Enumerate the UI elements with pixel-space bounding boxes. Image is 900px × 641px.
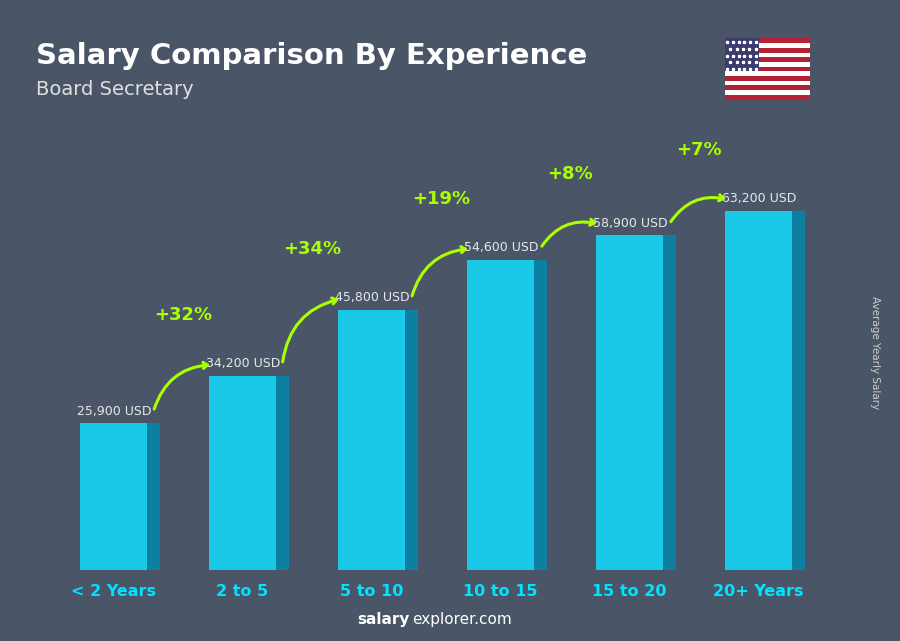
Text: +7%: +7% bbox=[676, 140, 722, 158]
Polygon shape bbox=[147, 423, 160, 570]
Text: salary: salary bbox=[357, 612, 410, 627]
Polygon shape bbox=[276, 376, 289, 570]
Text: Board Secretary: Board Secretary bbox=[36, 80, 194, 99]
Text: Average Yearly Salary: Average Yearly Salary bbox=[869, 296, 880, 409]
Text: explorer.com: explorer.com bbox=[412, 612, 512, 627]
Text: +34%: +34% bbox=[283, 240, 341, 258]
Text: 34,200 USD: 34,200 USD bbox=[206, 358, 281, 370]
Bar bbox=[724, 38, 759, 71]
Text: 58,900 USD: 58,900 USD bbox=[593, 217, 668, 230]
Bar bbox=[724, 48, 810, 53]
Bar bbox=[209, 376, 276, 570]
Bar bbox=[724, 76, 810, 81]
Bar bbox=[724, 53, 810, 57]
Text: 45,800 USD: 45,800 USD bbox=[335, 292, 410, 304]
Text: Salary Comparison By Experience: Salary Comparison By Experience bbox=[36, 42, 587, 70]
Text: 25,900 USD: 25,900 USD bbox=[77, 404, 152, 418]
Bar bbox=[596, 235, 662, 570]
Text: +32%: +32% bbox=[154, 306, 212, 324]
Bar bbox=[724, 38, 810, 43]
Bar bbox=[724, 81, 810, 85]
Bar bbox=[724, 57, 810, 62]
Bar bbox=[724, 71, 810, 76]
Bar bbox=[724, 90, 810, 95]
Bar bbox=[724, 85, 810, 90]
Bar bbox=[724, 211, 792, 570]
Bar bbox=[80, 423, 147, 570]
Bar bbox=[724, 43, 810, 48]
Polygon shape bbox=[405, 310, 418, 570]
Text: +19%: +19% bbox=[412, 190, 470, 208]
Bar bbox=[724, 95, 810, 99]
Bar bbox=[338, 310, 405, 570]
Text: 54,600 USD: 54,600 USD bbox=[464, 242, 539, 254]
Polygon shape bbox=[662, 235, 676, 570]
Bar bbox=[724, 62, 810, 67]
Text: +8%: +8% bbox=[547, 165, 593, 183]
Text: 63,200 USD: 63,200 USD bbox=[722, 192, 796, 206]
Polygon shape bbox=[792, 211, 805, 570]
Bar bbox=[724, 67, 810, 71]
Bar bbox=[467, 260, 534, 570]
Polygon shape bbox=[534, 260, 546, 570]
